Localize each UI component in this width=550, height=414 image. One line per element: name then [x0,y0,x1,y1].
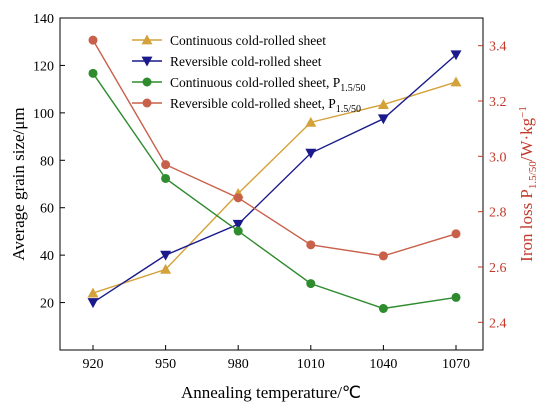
left-y-tick-label: 40 [40,249,54,264]
right-y-tick-label: 3.2 [489,95,507,110]
x-tick-label: 1070 [442,357,470,372]
data-point [451,292,461,302]
right-y-tick-label: 2.8 [489,206,507,221]
left-y-tick-label: 80 [40,154,54,169]
legend: Continuous cold-rolled sheet Reversible c… [132,33,366,115]
left-y-tick-label: 120 [33,59,54,74]
legend-label-subscript: 1.5/50 [340,83,365,94]
x-axis-title: Annealing temperature/℃ [181,383,361,402]
data-point [378,304,388,313]
legend-label-main: Continuous cold-rolled sheet, P [170,75,340,90]
right-y-tick-label: 2.4 [489,316,507,331]
data-point [450,50,462,61]
left-y-axis-title: Average grain size/μm [9,107,28,260]
legend-label-main: Reversible cold-rolled sheet, P [170,96,336,111]
legend-item-3: Continuous cold-rolled sheet, P1.5/50 [132,75,366,94]
series-line [92,72,457,310]
legend-item-1: Continuous cold-rolled sheet [132,33,326,48]
right-y-tick-label: 3.4 [489,40,507,55]
data-point [451,229,461,239]
right-y-title-main: Iron loss P [517,189,536,262]
data-point [233,193,243,203]
data-point [378,251,388,261]
legend-swatch-marker [142,98,152,108]
legend-label-subscript: 1.5/50 [336,104,361,115]
legend-swatch-marker [141,34,153,45]
data-point [233,226,243,236]
legend-label: Continuous cold-rolled sheet, P1.5/50 [170,75,366,94]
series-line [92,54,457,304]
data-point [377,99,389,109]
data-point [161,160,171,170]
legend-label: Continuous cold-rolled sheet [170,33,326,48]
left-y-tick-label: 60 [40,202,54,217]
legend-item-4: Reversible cold-rolled sheet, P1.5/50 [132,96,361,115]
data-point [306,240,316,250]
data-point [88,68,98,78]
series-layer [87,35,462,313]
data-point [87,298,99,309]
series-3 [88,68,461,313]
right-y-title-superscript: −1 [517,106,529,118]
series-2 [87,50,462,309]
data-point [232,219,244,230]
legend-label: Reversible cold-rolled sheet, P1.5/50 [170,96,361,115]
series-line [92,39,457,257]
legend-label-main: Continuous cold-rolled sheet [170,33,326,48]
x-tick-label: 1010 [297,357,325,372]
data-point [161,173,171,183]
data-point [160,250,172,261]
right-y-title-subscript: 1.5/50 [527,161,539,189]
legend-label: Reversible cold-rolled sheet [170,54,322,69]
series-line [92,81,457,294]
x-tick-label: 950 [155,357,176,372]
series-4 [88,35,461,261]
x-tick-label: 1040 [369,357,397,372]
x-tick-label: 980 [228,357,249,372]
axis-ticks: 920 950 980 1010 1040 1070 20 40 60 80 100 120 140 2.… [33,12,507,372]
legend-item-2: Reversible cold-rolled sheet [132,54,322,69]
legend-label-main: Reversible cold-rolled sheet [170,54,322,69]
legend-swatch-marker [141,56,153,67]
plot-frame [59,17,484,351]
data-point [88,35,98,45]
left-y-tick-label: 100 [33,107,54,122]
data-point [305,116,317,127]
left-y-tick-label: 140 [33,12,54,27]
data-point [450,76,462,87]
left-y-tick-label: 20 [40,297,54,312]
right-y-title-unit: /W·kg [517,117,536,161]
right-y-tick-label: 2.6 [489,261,507,276]
data-point [377,114,389,125]
data-point [160,263,172,274]
legend-swatch-marker [142,77,152,87]
right-y-axis-title: Iron loss P1.5/50/W·kg−1 [517,106,539,262]
data-point [306,279,316,289]
data-point [305,148,317,159]
right-y-tick-label: 3.0 [489,150,507,165]
x-tick-label: 920 [83,357,104,372]
data-point [87,287,99,298]
